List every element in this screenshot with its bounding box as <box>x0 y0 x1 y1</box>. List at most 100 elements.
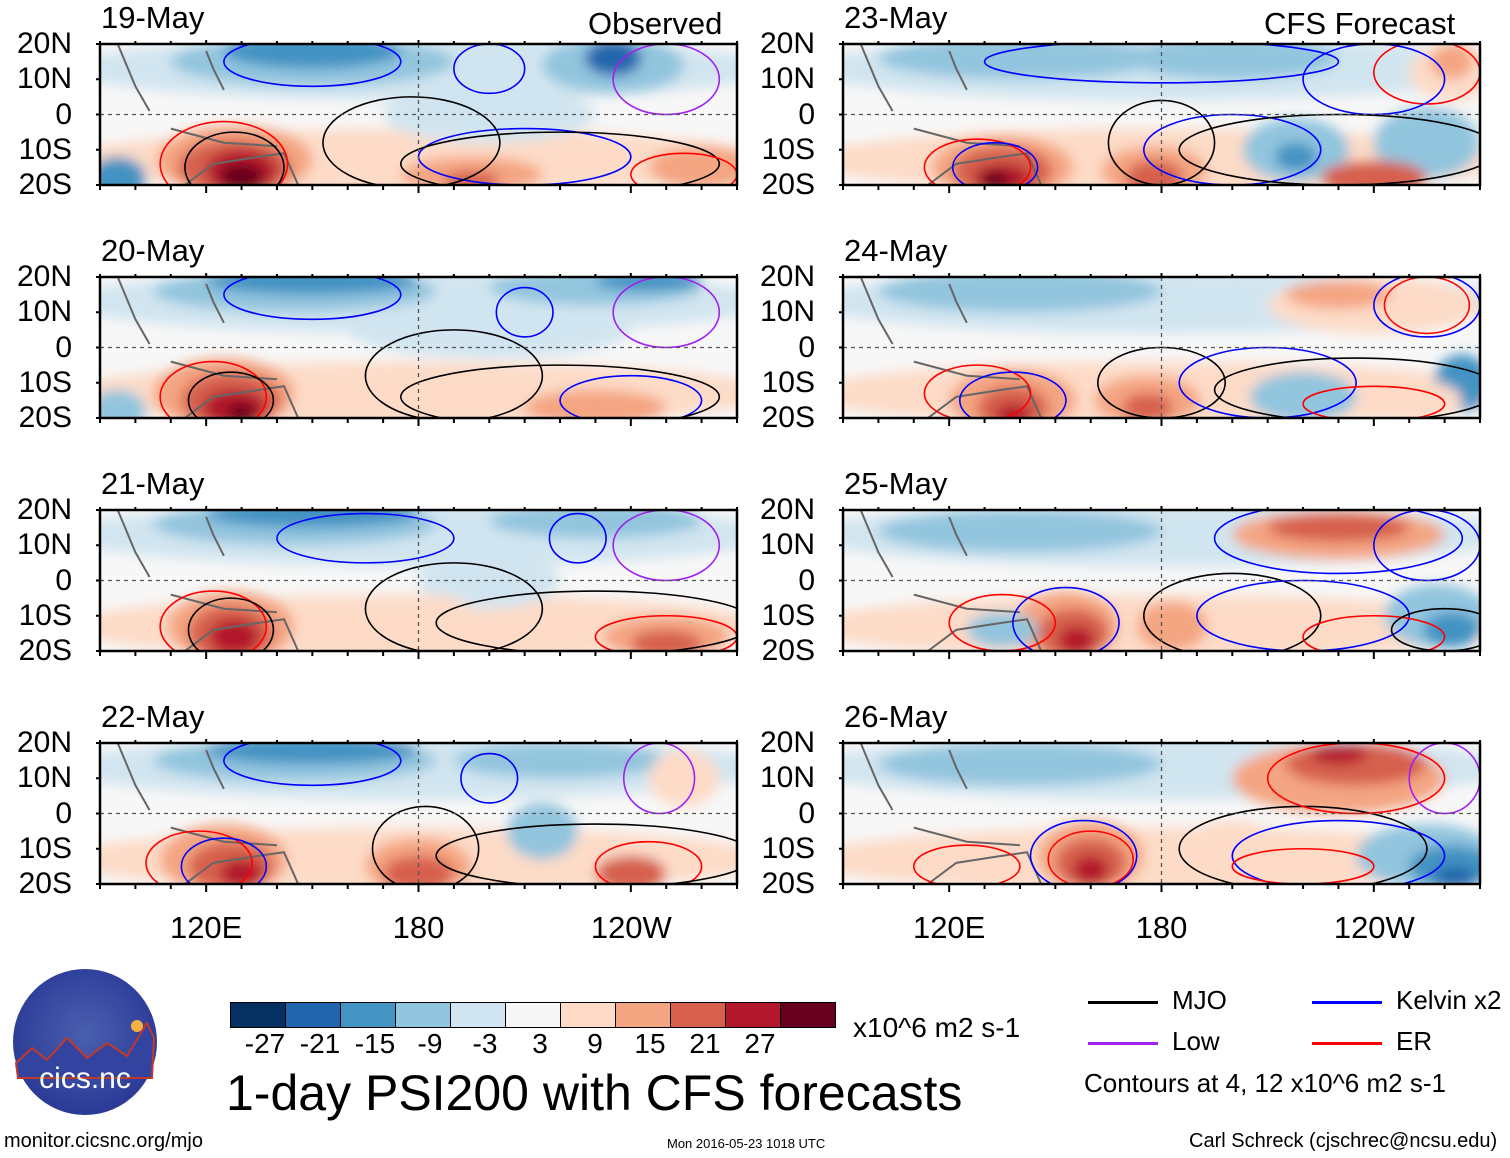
y-tick-label: 20N <box>759 493 815 526</box>
anomaly-region <box>1122 393 1173 418</box>
y-tick-label: 20S <box>18 634 72 667</box>
anomaly-region <box>995 403 1031 418</box>
legend-label: ER <box>1396 1026 1433 1056</box>
colorbar-swatch <box>285 1002 341 1028</box>
wave-contour <box>145 830 253 884</box>
wave-contour <box>951 141 1039 185</box>
anomaly-region <box>1285 280 1392 309</box>
legend-label: Low <box>1172 1026 1220 1056</box>
anomaly-region <box>1310 743 1367 765</box>
map-panel <box>96 273 739 426</box>
coastline <box>859 510 1043 651</box>
x-tick-label: 120W <box>590 910 672 945</box>
legend-line <box>1088 1001 1158 1004</box>
anomaly-region <box>1320 160 1427 185</box>
anomaly-region <box>878 510 1162 553</box>
y-tick-label: 20S <box>761 168 815 201</box>
anomaly-region <box>966 612 1038 648</box>
wave-contour <box>548 512 607 564</box>
wave-contour <box>948 593 1057 651</box>
y-tick-label: 10N <box>16 528 72 562</box>
anomaly-region <box>206 743 419 765</box>
wave-contour <box>435 823 737 884</box>
y-tick-label: 20S <box>761 867 815 900</box>
coastline <box>859 743 1043 884</box>
colorbar-swatch <box>615 1002 671 1028</box>
wave-contour <box>180 837 268 884</box>
anomaly-region <box>1430 44 1473 80</box>
map-panel <box>96 40 739 193</box>
wave-contour <box>435 590 737 651</box>
contour-note: Contours at 4, 12 x10^6 m2 s-1 <box>1084 1068 1446 1098</box>
colorbar-label: -9 <box>417 1028 443 1059</box>
colorbar-label: 3 <box>532 1028 548 1059</box>
wave-contour <box>1373 277 1480 338</box>
colorbar-label: -3 <box>472 1028 498 1059</box>
panel-date: 19-May <box>101 0 205 35</box>
forecast-header: CFS Forecast <box>1264 6 1456 41</box>
footer-url[interactable]: monitor.cicsnc.org/mjo <box>4 1130 203 1152</box>
wave-contour <box>159 120 289 185</box>
y-tick-label: 0 <box>798 97 815 131</box>
map-panel <box>839 273 1482 426</box>
wave-contour <box>923 364 1032 418</box>
legend-label: Kelvin x2 <box>1396 985 1502 1015</box>
y-tick-label: 0 <box>55 97 72 131</box>
wave-contour <box>159 360 268 418</box>
y-tick-label: 10N <box>16 295 72 329</box>
wave-contour <box>983 44 1340 84</box>
anomaly-region <box>1434 866 1477 884</box>
y-tick-label: 20N <box>16 726 72 759</box>
wave-contour <box>1047 830 1134 884</box>
wave-contour <box>223 277 402 321</box>
wave-contour <box>594 614 737 651</box>
panel-date: 21-May <box>101 466 205 501</box>
wave-contour <box>612 44 721 116</box>
y-tick-label: 10S <box>761 598 815 632</box>
y-tick-label: 20N <box>759 726 815 759</box>
y-tick-label: 0 <box>55 563 72 597</box>
colorbar-label: 9 <box>587 1028 603 1059</box>
wave-contour <box>923 138 1032 185</box>
cics-logo: cics.nc <box>13 969 157 1115</box>
y-tick-label: 10N <box>759 528 815 562</box>
colorbar-swatch <box>340 1002 396 1028</box>
coastline <box>859 277 1043 418</box>
colorbar-swatch <box>395 1002 451 1028</box>
y-tick-label: 20S <box>761 401 815 434</box>
wave-contour <box>371 805 480 884</box>
anomaly-region <box>206 277 419 295</box>
colorbar-swatch <box>505 1002 561 1028</box>
colorbar-swatch <box>450 1002 506 1028</box>
map-panel <box>839 739 1482 892</box>
figure-title: 1-day PSI200 with CFS forecasts <box>226 1065 963 1121</box>
y-tick-label: 20N <box>16 27 72 60</box>
anomaly-region <box>630 629 702 651</box>
x-tick-label: 120E <box>169 910 243 945</box>
colorbar-swatch <box>780 1002 836 1028</box>
wave-contour <box>958 371 1067 418</box>
y-tick-label: 20N <box>16 260 72 293</box>
anomaly-region <box>648 750 720 807</box>
x-tick-label: 120E <box>912 910 986 945</box>
wave-contour <box>276 512 455 564</box>
panel-date: 26-May <box>844 699 948 734</box>
anomaly-region <box>347 301 631 359</box>
y-tick-label: 10S <box>18 831 72 865</box>
colorbar-units: x10^6 m2 s-1 <box>853 1012 1021 1043</box>
wave-contour <box>460 752 519 804</box>
observed-header: Observed <box>588 6 723 41</box>
x-tick-label: 180 <box>1135 910 1188 945</box>
wave-contour <box>364 562 544 651</box>
colorbar-swatch <box>560 1002 616 1028</box>
wave-contour <box>1213 510 1464 575</box>
y-tick-label: 20N <box>759 27 815 60</box>
legend-line <box>1312 1042 1382 1045</box>
wave-contour <box>223 743 402 787</box>
map-panel <box>839 40 1482 193</box>
wave-contour <box>1231 819 1446 884</box>
logo-text: cics.nc <box>39 1062 131 1095</box>
wave-contour <box>1302 385 1446 418</box>
wave-contour <box>364 329 544 418</box>
